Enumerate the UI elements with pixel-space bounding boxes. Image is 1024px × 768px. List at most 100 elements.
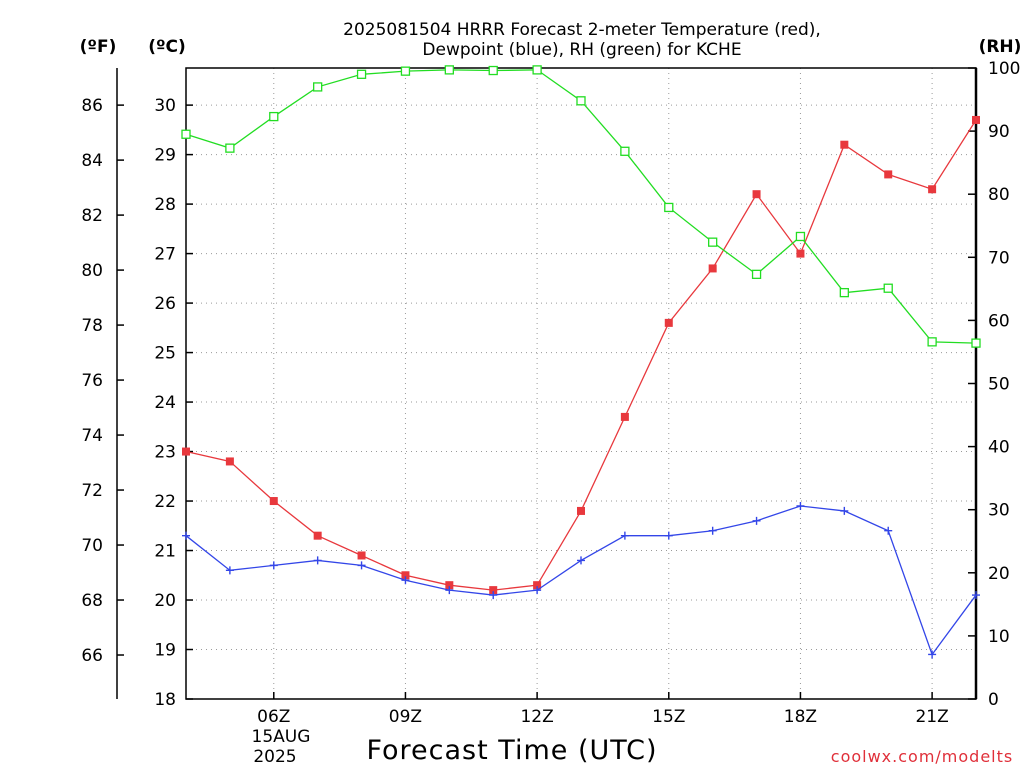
rh-tick-label: 80 bbox=[988, 185, 1010, 205]
dewpoint-point bbox=[269, 561, 278, 570]
rh-point bbox=[313, 82, 323, 92]
dewpoint-point bbox=[577, 556, 585, 565]
rh-tick-label: 60 bbox=[988, 311, 1010, 331]
dewpoint-point bbox=[972, 591, 980, 600]
fahrenheit-tick-label: 74 bbox=[81, 426, 103, 446]
temperature-point bbox=[225, 457, 234, 466]
temperature-point bbox=[796, 249, 805, 258]
celsius-tick-label: 22 bbox=[154, 492, 176, 512]
dewpoint-point bbox=[533, 586, 542, 595]
temperature-point bbox=[752, 190, 761, 199]
fahrenheit-tick-label: 70 bbox=[81, 536, 103, 556]
rh-tick-label: 70 bbox=[988, 248, 1010, 268]
series-layer bbox=[181, 65, 981, 659]
rh-point bbox=[708, 237, 718, 247]
series-rh bbox=[181, 65, 981, 348]
temperature-point bbox=[313, 531, 322, 540]
rh-point bbox=[444, 65, 454, 75]
rh-point bbox=[225, 143, 235, 153]
rh-tick-label: 30 bbox=[988, 501, 1010, 521]
tick-labels: 18 19 20 21 22 23 24 25 26 27 28 29 30 66 68 70 72 74 76 78… bbox=[81, 59, 1020, 727]
rh-point bbox=[795, 231, 806, 242]
date-label-day: 15AUG bbox=[252, 727, 311, 747]
rh-point bbox=[927, 337, 937, 347]
rh-tick-label: 40 bbox=[988, 438, 1010, 458]
rh-point bbox=[576, 96, 586, 106]
fahrenheit-tick-label: 84 bbox=[81, 151, 103, 171]
rh-tick-label: 0 bbox=[988, 690, 999, 710]
temperature-point bbox=[445, 581, 454, 590]
dewpoint-point bbox=[313, 556, 322, 565]
rh-point bbox=[356, 69, 367, 79]
celsius-tick-label: 26 bbox=[154, 294, 176, 314]
dewpoint-point bbox=[796, 501, 805, 510]
fahrenheit-tick-label: 78 bbox=[81, 316, 103, 336]
rh-point bbox=[751, 269, 762, 279]
series-line-rh bbox=[185, 69, 977, 344]
x-tick-label: 21Z bbox=[915, 707, 948, 727]
dewpoint-point bbox=[401, 576, 410, 585]
celsius-tick-label: 21 bbox=[154, 542, 176, 562]
dewpoint-point bbox=[928, 650, 937, 659]
rh-point bbox=[883, 283, 893, 293]
fahrenheit-tick-label: 80 bbox=[81, 261, 103, 281]
rh-tick-label: 50 bbox=[988, 375, 1010, 395]
celsius-tick-label: 28 bbox=[154, 195, 176, 215]
temperature-point bbox=[840, 140, 849, 149]
rh-point bbox=[400, 66, 411, 76]
temperature-point bbox=[972, 115, 980, 124]
axes bbox=[116, 67, 978, 700]
fahrenheit-tick-label: 66 bbox=[81, 646, 103, 666]
fahrenheit-tick-label: 86 bbox=[81, 96, 103, 116]
series-dewpoint bbox=[182, 501, 980, 659]
dewpoint-point bbox=[489, 591, 498, 600]
temperature-point bbox=[928, 185, 937, 194]
temperature-point bbox=[577, 506, 585, 515]
fahrenheit-tick-label: 68 bbox=[81, 591, 103, 611]
rh-tick-label: 10 bbox=[988, 627, 1010, 647]
dewpoint-point bbox=[884, 526, 893, 535]
temperature-point bbox=[708, 264, 717, 273]
rh-point bbox=[269, 111, 279, 122]
temperature-point bbox=[489, 586, 498, 595]
celsius-unit-label: (ºC) bbox=[148, 37, 186, 57]
fahrenheit-unit-label: (ºF) bbox=[80, 37, 117, 57]
series-line-temperature bbox=[185, 119, 977, 591]
temperature-point bbox=[664, 318, 673, 327]
celsius-tick-label: 20 bbox=[154, 591, 176, 611]
grid-lines bbox=[186, 68, 976, 700]
temperature-point bbox=[269, 497, 278, 506]
x-axis-label: Forecast Time (UTC) bbox=[366, 735, 657, 766]
dewpoint-point bbox=[664, 531, 673, 540]
celsius-tick-label: 27 bbox=[154, 245, 176, 265]
celsius-tick-label: 30 bbox=[154, 96, 176, 116]
celsius-tick-label: 18 bbox=[154, 690, 176, 710]
celsius-tick-label: 29 bbox=[154, 146, 176, 166]
plot-frame bbox=[185, 67, 977, 700]
temperature-point bbox=[401, 571, 410, 580]
celsius-tick-label: 23 bbox=[154, 443, 176, 463]
celsius-tick-label: 24 bbox=[154, 393, 176, 413]
series-line-dewpoint bbox=[185, 505, 977, 656]
rh-tick-label: 20 bbox=[988, 564, 1010, 584]
rh-point bbox=[620, 146, 630, 156]
rh-unit-label: (RH) bbox=[979, 37, 1022, 57]
dewpoint-point bbox=[357, 561, 366, 570]
series-temperature bbox=[182, 115, 980, 595]
temperature-point bbox=[620, 412, 629, 421]
dewpoint-point bbox=[620, 531, 629, 540]
x-tick-label: 12Z bbox=[520, 707, 553, 727]
rh-point bbox=[839, 287, 849, 298]
chart-title-line-2: Dewpoint (blue), RH (green) for KCHE bbox=[422, 40, 741, 60]
chart-title-line-1: 2025081504 HRRR Forecast 2-meter Tempera… bbox=[343, 20, 821, 40]
dewpoint-point bbox=[840, 506, 849, 515]
dewpoint-point bbox=[182, 531, 190, 540]
fahrenheit-tick-label: 82 bbox=[81, 206, 103, 226]
x-tick-label: 09Z bbox=[389, 707, 422, 727]
x-tick-label: 18Z bbox=[784, 707, 817, 727]
fahrenheit-tick-label: 72 bbox=[81, 481, 103, 501]
dewpoint-point bbox=[445, 586, 454, 595]
rh-tick-label: 90 bbox=[988, 122, 1010, 142]
dewpoint-point bbox=[225, 566, 234, 575]
